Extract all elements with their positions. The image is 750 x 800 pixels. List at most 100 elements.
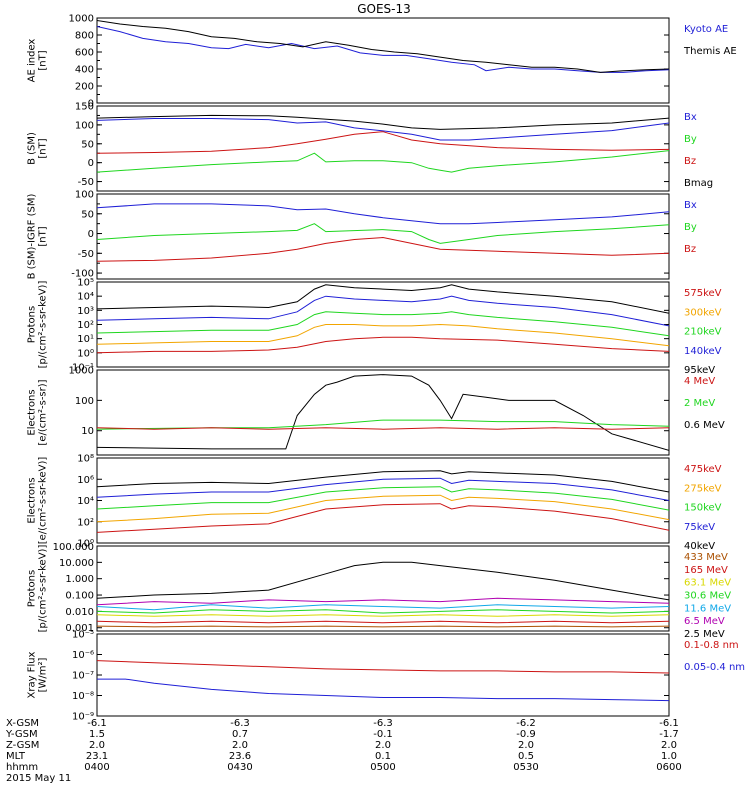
legend-entry: 140keV: [684, 346, 722, 357]
legend-entry: 75keV: [684, 522, 715, 533]
x-axis-tick-label: 0530: [513, 762, 538, 773]
legend-entry: 63.1 MeV: [684, 578, 731, 589]
x-axis-table: X-GSMY-GSMZ-GSMMLThhmm-6.11.52.023.10400…: [5, 718, 682, 784]
series-bmag: [97, 114, 669, 130]
series-30-6-mev: [97, 609, 669, 614]
series-210kev: [97, 311, 669, 337]
plot-title: GOES-13: [357, 2, 411, 16]
y-tick-label: -50: [78, 249, 94, 260]
x-axis-tick-label: 1.5: [89, 729, 105, 740]
y-axis-label: [W/m²]: [38, 657, 49, 692]
series-165-mev: [97, 620, 669, 624]
series-kyoto-ae: [97, 26, 669, 73]
y-tick-label: 0: [88, 158, 94, 169]
y-tick-label: 10.000: [59, 558, 94, 569]
legend-entry: 6.5 MeV: [684, 616, 725, 627]
y-tick-label: 200: [75, 82, 94, 93]
y-tick-label: 10³: [77, 306, 94, 317]
legend-entry: 150keV: [684, 503, 722, 514]
panel-frame: [96, 457, 670, 544]
x-axis-tick-label: -6.1: [659, 718, 679, 729]
panel-frame: [96, 193, 670, 280]
x-axis-tick-label: -6.2: [516, 718, 536, 729]
x-axis-row-label: X-GSM: [6, 718, 39, 729]
y-tick-label: 10⁰: [77, 539, 94, 550]
series-433-mev: [97, 625, 669, 628]
y-tick-label: 10⁴: [77, 496, 94, 507]
x-axis-tick-label: 0430: [227, 762, 252, 773]
y-tick-label: 100.000: [53, 542, 94, 553]
y-tick-label: 100: [75, 396, 94, 407]
legend-entry: 575keV: [684, 288, 722, 299]
legend-entry: Themis AE: [683, 46, 737, 57]
series-0-05-0-4-nm: [97, 678, 669, 702]
x-axis-tick-label: 0400: [84, 762, 109, 773]
y-tick-label: 10⁸: [77, 454, 94, 465]
y-tick-label: 100: [75, 120, 94, 131]
y-tick-label: 10⁻¹: [72, 363, 94, 374]
x-axis-tick-label: -6.1: [87, 718, 107, 729]
series-by: [97, 223, 669, 244]
series-11-6-mev: [97, 604, 669, 611]
y-tick-label: 10¹: [77, 334, 94, 345]
y-axis-label: [p/(cm²-s-sr-keV)]: [38, 545, 49, 633]
x-axis-tick-label: 0500: [370, 762, 395, 773]
y-axis-label: Electrons: [27, 477, 38, 523]
y-axis-label: Protons: [27, 306, 38, 343]
y-tick-label: 600: [75, 48, 94, 59]
y-tick-label: 10⁰: [77, 348, 94, 359]
x-axis-tick-label: 2.0: [89, 740, 105, 751]
series-75kev: [97, 477, 669, 501]
legend-entry: Bmag: [684, 178, 713, 189]
y-tick-label: 800: [75, 31, 94, 42]
legend-entry: 95keV: [684, 365, 715, 376]
series-140kev: [97, 295, 669, 327]
y-tick-label: -100: [71, 269, 94, 280]
y-tick-label: 10⁻⁷: [72, 671, 94, 682]
x-axis-tick-label: 0.7: [232, 729, 248, 740]
y-tick-label: 0.001: [65, 623, 94, 634]
y-tick-label: 10⁻⁶: [72, 650, 94, 661]
x-axis-tick-label: -6.3: [373, 718, 393, 729]
x-axis-row-label: MLT: [6, 751, 26, 762]
y-axis-label: [nT]: [38, 138, 49, 158]
legend-entry: Kyoto AE: [684, 24, 728, 35]
y-tick-label: 10⁴: [77, 292, 94, 303]
y-tick-label: 10⁵: [77, 278, 94, 289]
y-tick-label: 10⁻⁵: [72, 630, 94, 641]
legend-entry: Bx: [684, 112, 697, 123]
date-label: 2015 May 11: [6, 773, 71, 784]
x-axis-tick-label: -1.7: [659, 729, 679, 740]
x-axis-tick-label: 0600: [656, 762, 681, 773]
panel-frame: [96, 369, 670, 456]
series-bz: [97, 236, 669, 262]
y-axis-label: B (SM): [27, 132, 38, 165]
series-40kev: [97, 470, 669, 493]
series-bx: [97, 118, 669, 141]
series-150kev: [97, 486, 669, 511]
y-axis-label: B (SM)-IGRF (SM): [27, 194, 38, 280]
panel-xray: 10⁻⁹ 10⁻⁸ 10⁻⁷ 10⁻⁶ 10⁻⁵ Xray Flux [W/m²] 0.1-0…: [27, 630, 746, 723]
x-axis-tick-label: -0.9: [516, 729, 536, 740]
legend-entry: Bz: [684, 244, 696, 255]
series-0-1-0-8-nm: [97, 660, 669, 674]
panel-electrons-mageds: 10⁰ 10² 10⁴ 10⁶ 10⁸ Electrons [e/(cm²-s-sr-keV…: [27, 454, 722, 553]
legend-entry: By: [684, 222, 697, 233]
legend-entry: 210keV: [684, 327, 722, 338]
series-2-5-mev: [97, 561, 669, 601]
x-axis-tick-label: 2.0: [232, 740, 248, 751]
y-tick-label: 50: [81, 139, 94, 150]
panel-protons-mageds: 10⁻¹ 10⁰ 10¹ 10² 10³ 10⁴ 10⁵ Protons [p/(cm²-s-s…: [27, 278, 722, 377]
series-300kev: [97, 323, 669, 347]
panel-frame: [96, 633, 670, 717]
x-axis-tick-label: 2.0: [518, 740, 534, 751]
series-4-mev: [97, 427, 669, 430]
y-tick-label: 10⁶: [77, 475, 94, 486]
legend-entry: 2 MeV: [684, 398, 715, 409]
legend-entry: 40keV: [684, 541, 715, 552]
panel-protons-epead: 0.001 0.010 0.100 1.000 10.000 100.000 Protons…: [27, 542, 732, 640]
panel-frame: [96, 105, 670, 192]
y-axis-label: Electrons: [27, 389, 38, 435]
